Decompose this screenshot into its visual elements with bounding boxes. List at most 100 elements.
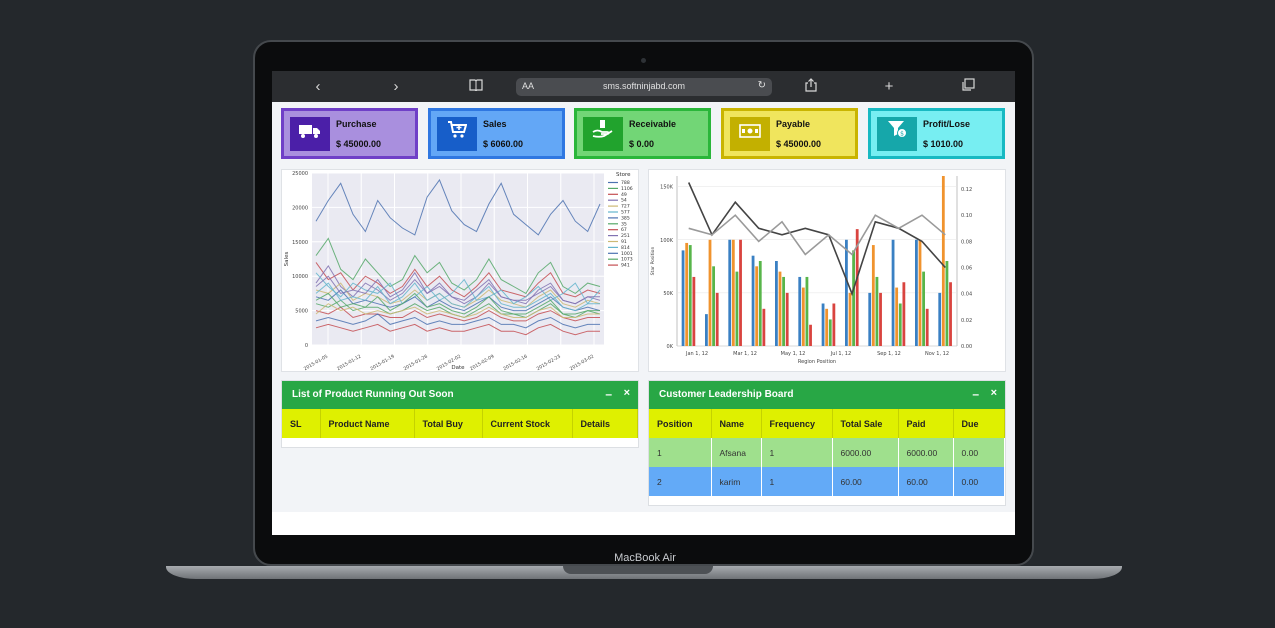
x-tick-label: May 1, 12 [781, 351, 806, 357]
column-header[interactable]: Total Buy [414, 409, 483, 438]
bar [821, 303, 825, 346]
bar [728, 239, 732, 346]
legend-label: 941 [621, 263, 630, 269]
reload-icon[interactable]: ↻ [757, 80, 766, 91]
bar [938, 292, 942, 346]
laptop-notch [563, 566, 713, 574]
y-tick-label: 0K [667, 344, 674, 350]
close-icon[interactable]: × [623, 387, 630, 399]
profit-lose-card[interactable]: $ Profit/Lose $ 1010.00 [868, 108, 1005, 159]
bar [778, 271, 782, 346]
minimize-icon[interactable]: – [605, 387, 612, 401]
y2-tick-label: 0.10 [961, 213, 972, 219]
address-bar[interactable]: AA sms.softninjabd.com ↻ [516, 78, 772, 96]
bar [798, 276, 802, 346]
x-axis-label: Region Position [798, 359, 836, 365]
table-cell: 0.00 [953, 467, 1005, 496]
sales-card[interactable]: Sales $ 6060.00 [428, 108, 565, 159]
x-tick-label: Sep 1, 12 [877, 351, 901, 357]
x-tick-label: 2015-02-16 [502, 354, 528, 373]
tabs-icon[interactable] [959, 78, 977, 96]
y2-tick-label: 0.06 [961, 266, 972, 272]
table-cell: 1 [649, 438, 712, 467]
close-icon[interactable]: × [990, 387, 997, 399]
series-line [315, 306, 600, 322]
column-header[interactable]: Current Stock [482, 409, 573, 438]
legend-label: 35 [621, 221, 627, 227]
url-text: sms.softninjabd.com [602, 81, 686, 91]
bar [775, 261, 778, 346]
table-header-row: Position Name Frequency Total Sale Paid … [649, 409, 1005, 438]
bar [715, 292, 719, 346]
panel-title: Customer Leadership Board [659, 389, 794, 400]
y-tick-label: 10000 [292, 274, 308, 280]
table-row[interactable]: 2 karim 1 60.00 60.00 0.00 [649, 467, 1005, 496]
back-icon[interactable]: ‹ [315, 78, 321, 95]
card-value: $ 45000.00 [336, 139, 382, 149]
column-header[interactable]: Product Name [320, 409, 415, 438]
card-title: Profit/Lose [923, 119, 971, 129]
legend-label: 54 [621, 198, 627, 204]
x-tick-label: 2015-01-26 [403, 354, 429, 373]
card-title: Payable [776, 119, 811, 129]
bar [922, 271, 925, 346]
series-line [315, 264, 601, 305]
bar [828, 319, 832, 346]
minimize-icon[interactable]: – [972, 387, 979, 401]
column-header[interactable]: Position [649, 409, 712, 438]
y2-tick-label: 0.08 [961, 239, 972, 245]
legend-title: Store [616, 172, 631, 178]
column-header[interactable]: Due [953, 409, 1005, 438]
table-row[interactable]: 1 Afsana 1 6000.00 6000.00 0.00 [649, 438, 1005, 467]
sales-line-chart: 0 5000 10000 15000 20000 25000 2015-01-05 2015-… [281, 169, 639, 372]
series-line [315, 289, 601, 312]
bar [758, 261, 762, 346]
legend-label: 67 [621, 227, 627, 233]
bar [848, 292, 852, 346]
bar [852, 250, 855, 346]
card-value: $ 45000.00 [776, 139, 822, 149]
payable-card[interactable]: Payable $ 45000.00 [721, 108, 858, 159]
bar [891, 239, 895, 346]
bar [735, 271, 739, 346]
x-tick-label: 2015-01-12 [336, 354, 362, 373]
y2-tick-label: 0.04 [961, 292, 972, 298]
column-header[interactable]: SL [282, 409, 321, 438]
bar [875, 276, 879, 346]
panel-header: List of Product Running Out Soon – × [282, 381, 638, 409]
dashboard-page: Purchase $ 45000.00 Sales $ 6060.00 Rece… [272, 102, 1015, 535]
legend-label: 788 [621, 180, 630, 186]
receivable-card[interactable]: Receivable $ 0.00 [574, 108, 711, 159]
table-cell: karim [711, 467, 762, 496]
table-cell: 6000.00 [898, 438, 954, 467]
region-bar-chart: 0K 50K 100K 150K 0.00 0.02 0.04 0.06 0.08 0.10 0.1… [648, 169, 1006, 372]
legend-label: 1106 [621, 186, 633, 192]
purchase-card[interactable]: Purchase $ 45000.00 [281, 108, 418, 159]
text-size-button[interactable]: AA [522, 81, 535, 91]
new-tab-icon[interactable]: + [884, 78, 894, 95]
bookmarks-icon[interactable] [467, 78, 485, 96]
series-line [315, 303, 600, 319]
y-tick-label: 15000 [292, 240, 308, 246]
legend-label: 727 [621, 204, 630, 210]
series-line [315, 292, 600, 315]
share-icon[interactable] [802, 78, 820, 96]
bar [895, 287, 899, 346]
table-cell: 6000.00 [832, 438, 899, 467]
y2-tick-label: 0.00 [961, 344, 972, 350]
bar [945, 261, 949, 346]
forward-icon[interactable]: › [393, 78, 399, 95]
x-tick-label: 2015-02-23 [536, 354, 562, 373]
leaderboard-panel: Customer Leadership Board – × Position N… [648, 380, 1006, 506]
column-header[interactable]: Name [711, 409, 762, 438]
device-label: MacBook Air [614, 552, 676, 564]
trend-line [687, 182, 946, 297]
series-line [315, 282, 600, 312]
bar [685, 242, 689, 346]
column-header[interactable]: Frequency [761, 409, 833, 438]
column-header[interactable]: Details [572, 409, 638, 438]
bar [898, 303, 902, 346]
column-header[interactable]: Total Sale [832, 409, 899, 438]
y-tick-label: 20000 [292, 205, 308, 211]
column-header[interactable]: Paid [898, 409, 954, 438]
